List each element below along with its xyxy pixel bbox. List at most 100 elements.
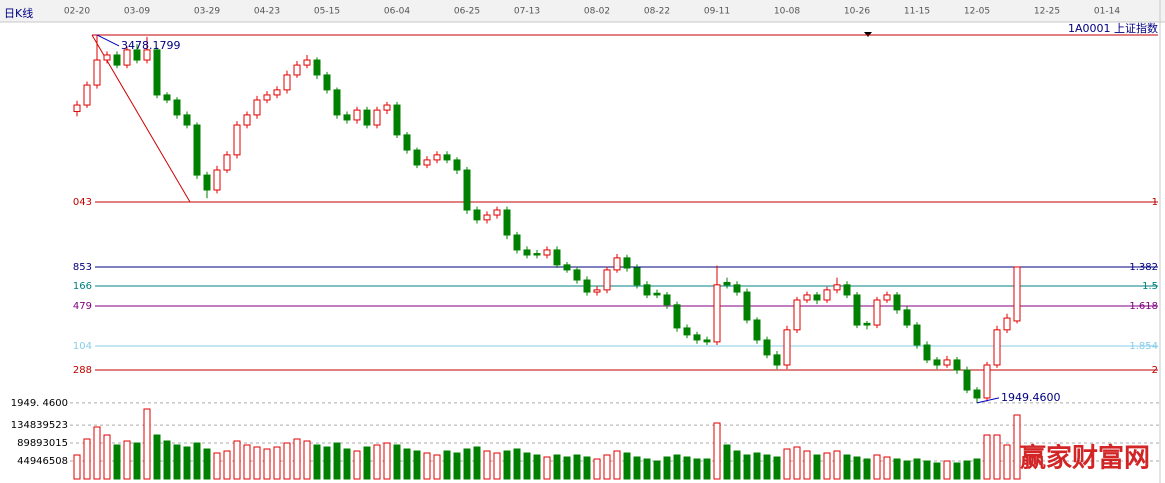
volume-bar: [693, 458, 701, 480]
candle-body: [243, 114, 251, 126]
volume-bar: [113, 444, 121, 480]
candle-body: [403, 134, 411, 151]
volume-bar: [233, 440, 241, 480]
candle-body: [473, 209, 481, 221]
x-tick-label: 04-23: [254, 7, 280, 17]
volume-bar: [523, 452, 531, 480]
candle-body: [213, 169, 221, 191]
volume-bar: [813, 454, 821, 480]
candle-body: [313, 59, 321, 76]
volume-bar: [683, 456, 691, 480]
candle-body: [913, 324, 921, 346]
candle-body: [963, 369, 971, 391]
candle-body: [923, 344, 931, 361]
volume-bar: [873, 454, 881, 480]
volume-bar: [403, 448, 411, 480]
volume-bar: [843, 454, 851, 480]
candle-body: [543, 249, 551, 256]
candle-body: [143, 49, 151, 61]
volume-bar: [733, 450, 741, 480]
candle-body: [973, 389, 981, 399]
volume-bar: [273, 446, 281, 480]
candle-body: [783, 329, 791, 366]
candle-body: [953, 359, 961, 371]
candle-body: [533, 253, 541, 256]
volume-bar: [363, 446, 371, 480]
candle-body: [163, 94, 171, 101]
annotation-leader: [976, 397, 1000, 404]
volume-bar: [913, 458, 921, 480]
volume-bar: [753, 452, 761, 480]
candle-body: [903, 309, 911, 326]
candle-body: [683, 327, 691, 336]
trend-line: [91, 34, 191, 203]
x-tick-label: 11-15: [904, 7, 930, 17]
candle-body: [493, 209, 501, 216]
volume-bar: [243, 444, 251, 480]
candle-body: [73, 104, 81, 113]
candle-body: [283, 74, 291, 91]
volume-bar: [303, 440, 311, 480]
volume-bar: [443, 450, 451, 480]
volume-bar: [593, 458, 601, 480]
candle-body: [183, 114, 191, 126]
x-tick-label: 12-25: [1034, 7, 1060, 17]
candle-body: [823, 289, 831, 301]
volume-bar: [183, 446, 191, 480]
candle-body: [563, 264, 571, 271]
candle-body: [453, 159, 461, 171]
volume-bar: [633, 456, 641, 480]
candle-body: [273, 89, 281, 96]
volume-bar: [643, 458, 651, 480]
candle-body: [833, 284, 841, 291]
candle-body: [813, 294, 821, 301]
x-tick-label: 09-11: [704, 7, 730, 17]
volume-bar: [663, 456, 671, 480]
volume-bar: [853, 456, 861, 480]
volume-bar: [953, 462, 961, 480]
candle-body: [873, 299, 881, 326]
candle-body: [763, 339, 771, 356]
volume-bar: [983, 434, 991, 480]
candle-body: [463, 169, 471, 211]
candle-body: [483, 214, 491, 221]
candle-body: [383, 104, 391, 111]
volume-bar: [123, 440, 131, 480]
volume-bar: [883, 456, 891, 480]
volume-bar: [433, 454, 441, 480]
volume-bar: [613, 450, 621, 480]
volume-bar: [83, 438, 91, 480]
chart-title: 日K线: [4, 6, 33, 20]
volume-bar: [673, 454, 681, 480]
volume-bar: [133, 442, 141, 480]
volume-bar: [413, 450, 421, 480]
candle-body: [333, 89, 341, 116]
x-tick-label: 08-22: [644, 7, 670, 17]
volume-bar: [423, 452, 431, 480]
volume-bar: [823, 452, 831, 480]
volume-bar: [73, 454, 81, 480]
candle-body: [233, 124, 241, 156]
candle-body: [723, 281, 731, 286]
level-ratio: 1.854: [1129, 341, 1158, 352]
volume-bar: [353, 450, 361, 480]
volume-bar: [533, 454, 541, 480]
volume-bar: [463, 448, 471, 480]
x-tick-label: 06-04: [384, 7, 410, 17]
candle-body: [693, 334, 701, 341]
candle-body: [653, 292, 661, 296]
candle-body: [443, 154, 451, 161]
watermark: 赢家财富网: [1020, 443, 1150, 474]
volume-tick-label: 134839523: [11, 420, 68, 431]
volume-bar: [253, 446, 261, 480]
level-ratio: 1.382: [1129, 262, 1158, 273]
volume-bar: [743, 454, 751, 480]
volume-bar: [833, 450, 841, 480]
candle-body: [503, 209, 511, 236]
volume-bar: [223, 450, 231, 480]
volume-bar: [553, 454, 561, 480]
volume-bar: [803, 450, 811, 480]
candle-body: [663, 294, 671, 306]
annotation-leader: [96, 34, 120, 47]
candle-body: [733, 284, 741, 293]
